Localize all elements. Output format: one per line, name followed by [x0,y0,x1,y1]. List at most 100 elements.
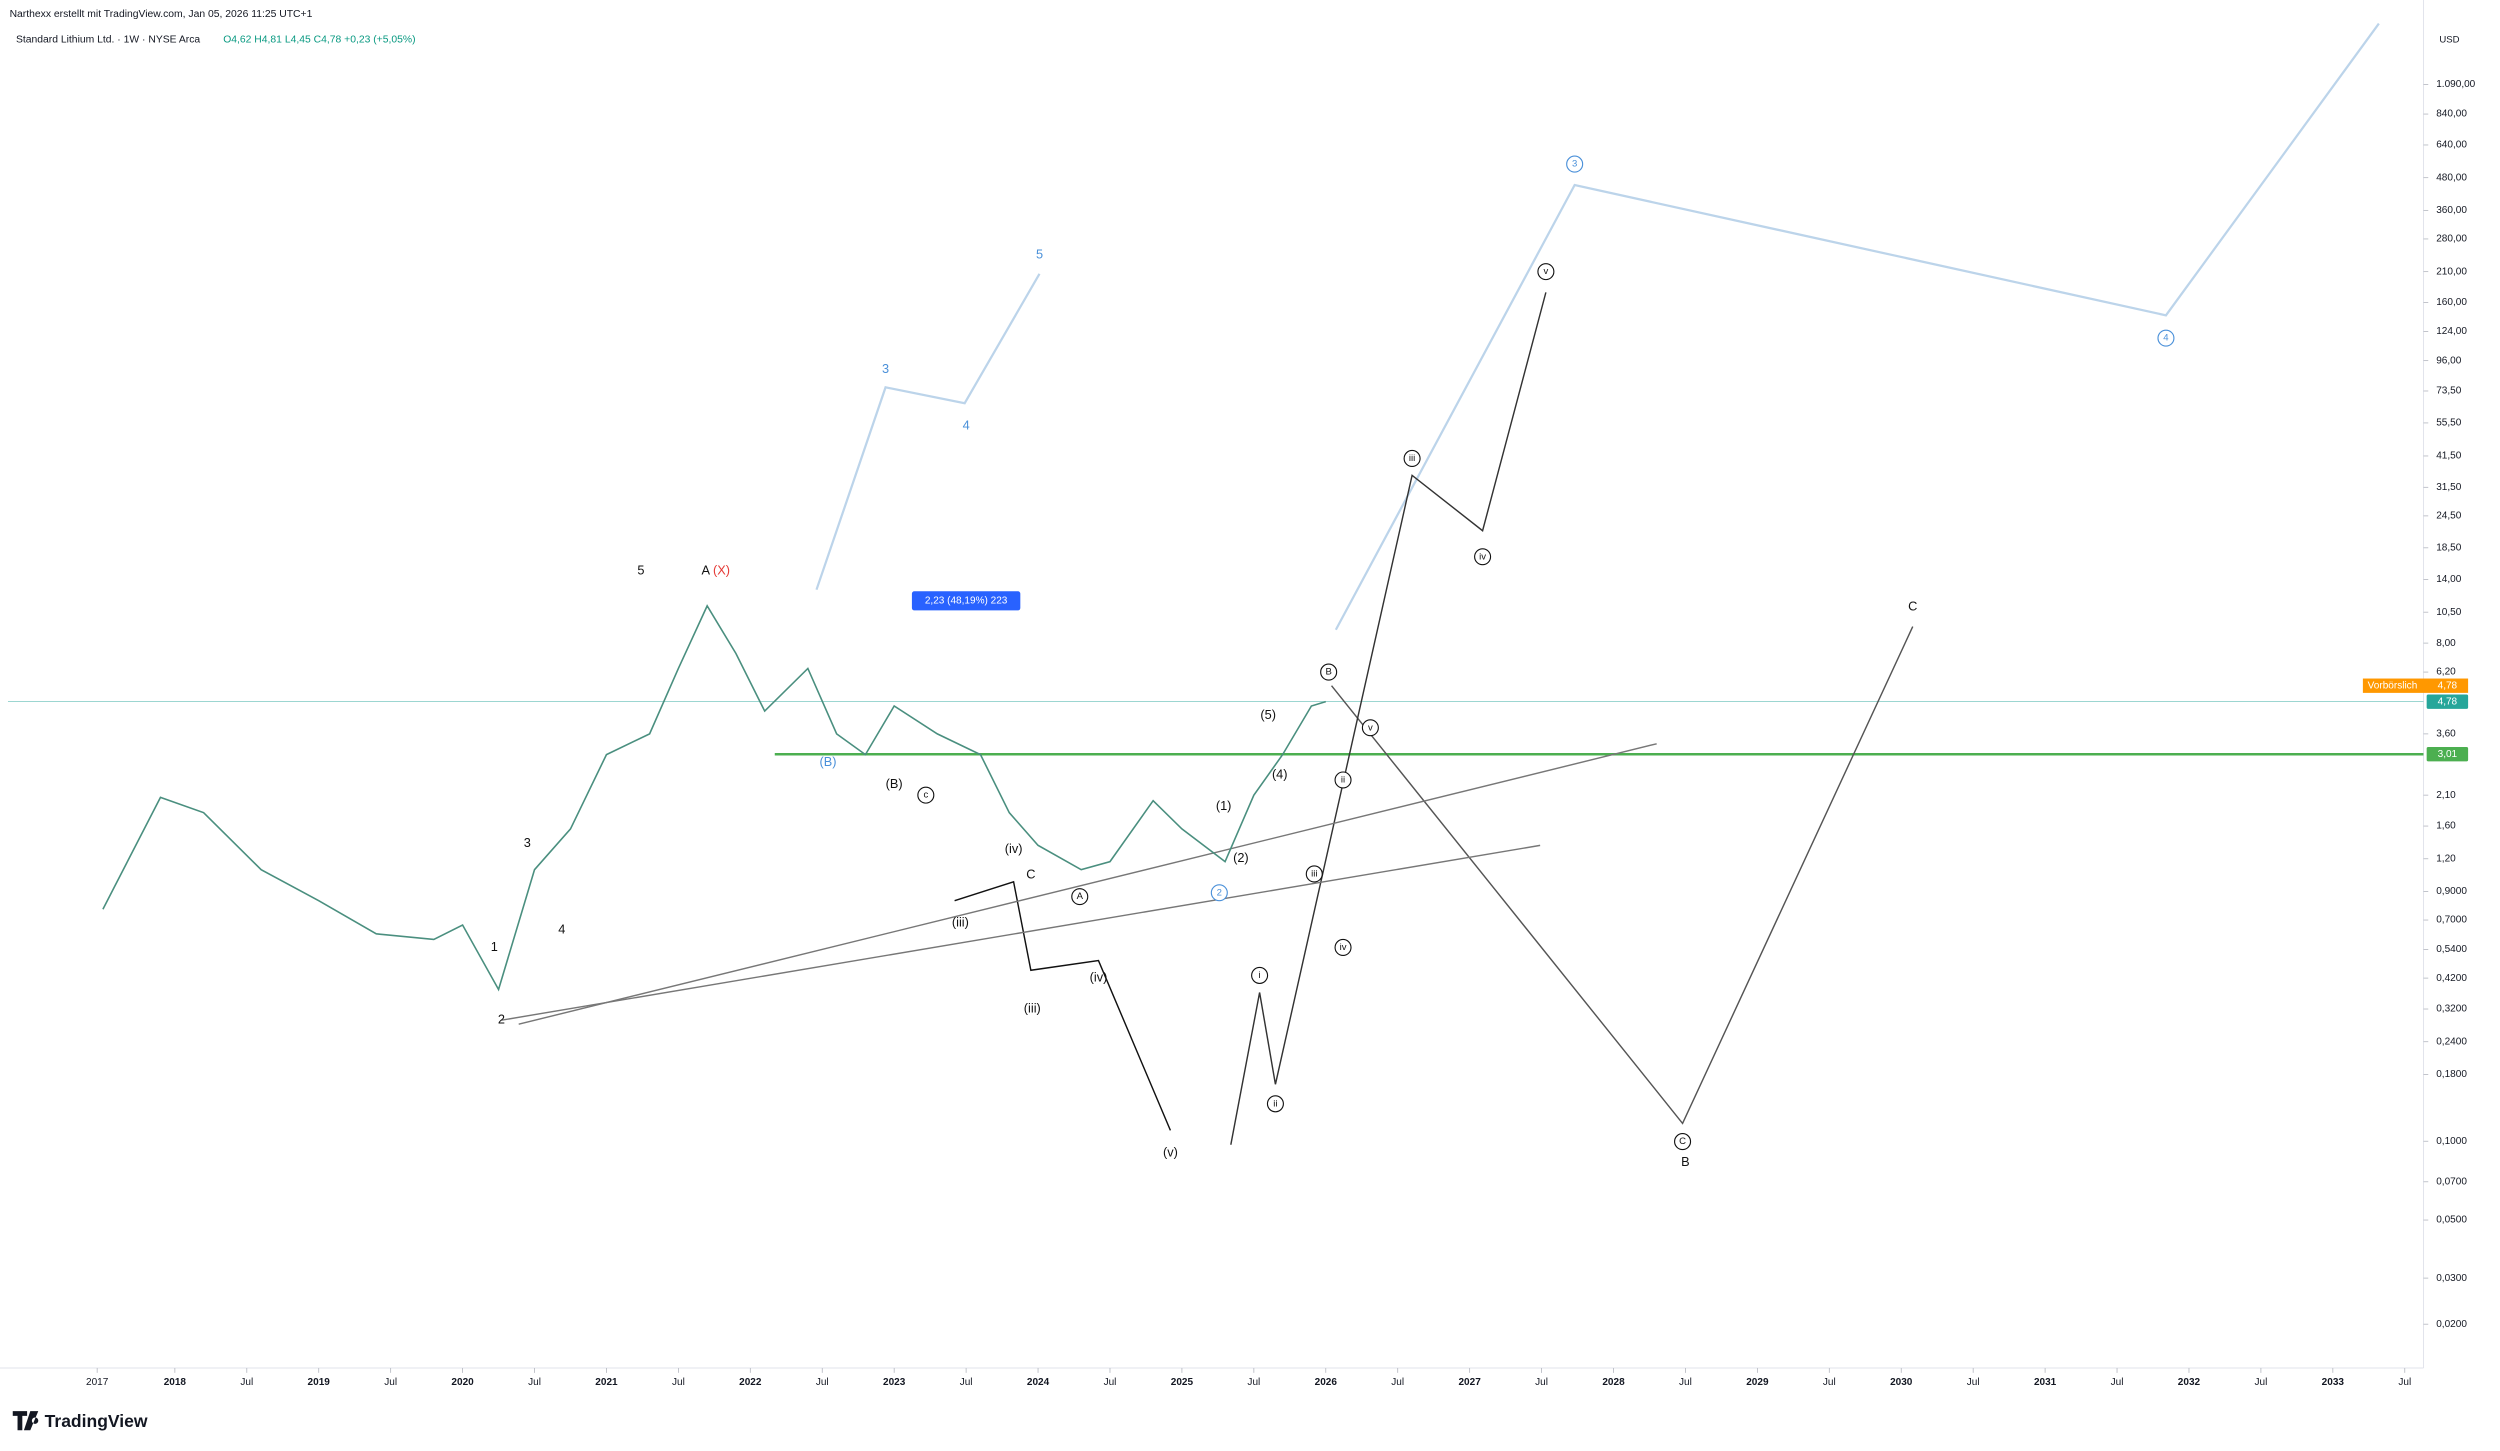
y-tick-label: 0,0300 [2436,1273,2467,1284]
wave-label: A [701,562,710,577]
wave-label: C [1908,599,1917,614]
y-tick-label: 73,50 [2436,386,2462,397]
y-tick-label: 0,0200 [2436,1319,2467,1330]
y-tick-label: 160,00 [2436,297,2467,308]
x-tick-label: 2033 [2322,1377,2345,1388]
wave-circle [1334,938,1352,956]
wave-circle [1251,966,1269,984]
y-tick-label: 0,9000 [2436,886,2467,897]
wave-label: 1 [491,939,498,954]
y-tick-label: 0,0500 [2436,1215,2467,1226]
x-tick-label: 2024 [1027,1377,1050,1388]
x-tick-label: Jul [1104,1377,1117,1388]
x-tick-label: Jul [384,1377,397,1388]
wave-drawing [1330,626,1914,1125]
x-tick-label: Jul [672,1377,685,1388]
price-label: 3,01 [2438,749,2458,760]
plot-area: 3,01 4,78 Vorbörslich 4,78 2,23 (48,19%) 223… [7,22,2469,1169]
wave-circle [1071,888,1089,906]
x-tick-label: 2023 [883,1377,906,1388]
wave-label: iii [1409,453,1415,464]
wave-circle [917,786,935,804]
wave-circle [1266,1095,1284,1113]
wave-label: C [1679,1136,1686,1147]
x-tick-label: Jul [1679,1377,1692,1388]
wave-drawing [518,743,1657,1025]
wave-label: 2 [498,1012,505,1027]
y-tick-label: 0,0700 [2436,1176,2467,1187]
y-tick-label: 55,50 [2436,418,2462,429]
wave-label: (B) [820,754,837,769]
wave-label: B [1325,667,1331,678]
x-tick-label: 2026 [1315,1377,1338,1388]
wave-label: A [1077,891,1084,902]
wave-label: ii [1273,1098,1277,1109]
y-tick-label: 640,00 [2436,140,2467,151]
price-label-box [2426,747,2469,762]
wave-label: 3 [524,835,531,850]
wave-label: iv [1340,942,1347,953]
x-tick-label: Jul [528,1377,541,1388]
wave-circle [1320,663,1338,681]
wave-label: 5 [1036,246,1043,261]
wave-label: (1) [1216,798,1232,813]
x-tick-label: Jul [1823,1377,1836,1388]
wave-label: C [1026,866,1035,881]
wave-drawing [501,844,1541,1021]
wave-circle [1361,719,1379,737]
logo-text: TradingView [45,1411,148,1431]
y-tick-label: 480,00 [2436,172,2467,183]
logo: TradingView [12,1411,148,1431]
x-tick-label: Jul [2254,1377,2267,1388]
x-tick-label: Jul [2111,1377,2124,1388]
x-tick-label: 2018 [164,1377,187,1388]
wave-label: 5 [637,562,644,577]
ohlc: O4,62 H4,81 L4,45 C4,78 +0,23 (+5,05%) [223,35,415,46]
x-tick-label: Jul [1391,1377,1404,1388]
wave-circle [1537,263,1555,281]
wave-label: 4 [963,417,970,432]
y-tick-label: 41,50 [2436,451,2462,462]
y-tick-label: 10,50 [2436,607,2462,618]
y-tick-label: 18,50 [2436,542,2462,553]
x-tick-label: Jul [1247,1377,1260,1388]
wave-circle [1566,155,1584,173]
wave-label: (X) [713,562,730,577]
wave-circle [1403,449,1421,467]
y-tick-label: 0,5400 [2436,944,2467,955]
y-tick-label: 0,7000 [2436,915,2467,926]
wave-label: i [1259,970,1261,981]
y-tick-label: 280,00 [2436,234,2467,245]
byline: Narthexx erstellt mit TradingView.com, J… [10,9,313,20]
x-tick-label: 2027 [1458,1377,1481,1388]
wave-drawing [954,880,1172,1131]
y-tick-label: 96,00 [2436,355,2462,366]
y-tick-label: 2,10 [2436,790,2456,801]
wave-circle [2157,329,2175,347]
wave-circle [1334,771,1352,789]
x-tick-label: 2022 [739,1377,762,1388]
y-tick-label: 0,3200 [2436,1004,2467,1015]
wave-label: (2) [1233,850,1249,865]
x-tick-label: 2020 [451,1377,474,1388]
y-tick-label: 1,20 [2436,853,2456,864]
wave-label: c [923,790,928,801]
x-tick-label: 2029 [1746,1377,1769,1388]
y-tick-label: 0,1800 [2436,1069,2467,1080]
x-tick-label: 2019 [308,1377,331,1388]
wave-label: 3 [882,361,889,376]
y-tick-label: 1.090,00 [2436,79,2475,90]
x-tick-label: 2017 [86,1377,109,1388]
y-tick-label: 14,00 [2436,574,2462,585]
price-label: 4,78 [2438,696,2458,707]
wave-circle [1305,865,1323,883]
x-tick-label: 2025 [1171,1377,1194,1388]
wave-label: (5) [1260,707,1276,722]
x-tick-label: Jul [2398,1377,2411,1388]
y-tick-label: 124,00 [2436,326,2467,337]
wave-circle [1210,884,1228,902]
x-tick-label: Jul [1535,1377,1548,1388]
x-tick-label: 2031 [2034,1377,2057,1388]
